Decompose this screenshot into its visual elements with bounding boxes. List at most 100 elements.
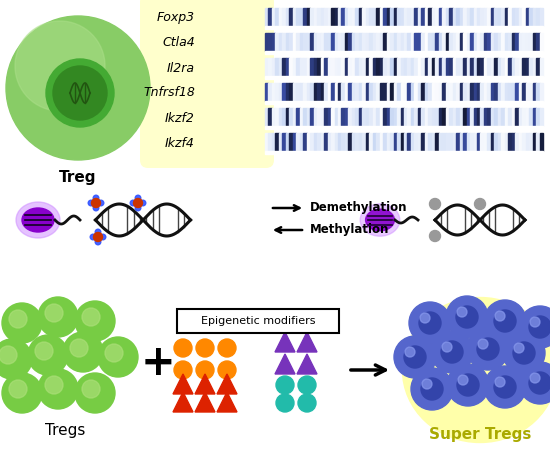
Bar xyxy=(512,108,515,126)
Bar xyxy=(268,8,272,26)
Bar xyxy=(359,33,362,51)
Bar xyxy=(522,33,526,51)
Bar xyxy=(491,83,494,101)
Bar xyxy=(355,58,359,76)
Bar xyxy=(481,83,484,101)
Bar xyxy=(519,58,522,76)
Bar xyxy=(418,33,421,51)
Bar xyxy=(272,133,276,151)
Bar xyxy=(387,8,390,26)
Bar xyxy=(324,58,328,76)
Bar xyxy=(484,133,487,151)
Bar xyxy=(265,101,543,104)
Text: Super Tregs: Super Tregs xyxy=(429,427,531,442)
Bar xyxy=(321,133,324,151)
Bar xyxy=(508,108,512,126)
Bar xyxy=(307,133,310,151)
Bar xyxy=(498,33,501,51)
Polygon shape xyxy=(173,374,193,394)
Bar xyxy=(491,8,494,26)
Bar xyxy=(352,33,355,51)
Bar xyxy=(442,33,446,51)
Bar xyxy=(338,108,342,126)
Bar xyxy=(463,33,466,51)
Bar xyxy=(286,133,289,151)
Bar xyxy=(342,8,345,26)
Bar xyxy=(362,8,366,26)
Bar xyxy=(428,133,432,151)
Bar xyxy=(466,108,470,126)
Bar xyxy=(522,8,526,26)
Bar xyxy=(470,83,474,101)
Bar xyxy=(435,33,439,51)
Circle shape xyxy=(298,376,316,394)
Bar xyxy=(498,83,501,101)
Bar xyxy=(481,133,484,151)
Bar xyxy=(519,33,522,51)
Bar xyxy=(425,58,428,76)
Bar xyxy=(376,33,380,51)
Bar xyxy=(321,83,324,101)
Bar xyxy=(456,8,460,26)
Bar xyxy=(310,8,314,26)
Bar xyxy=(345,58,348,76)
Bar xyxy=(328,108,331,126)
Bar xyxy=(289,33,293,51)
Polygon shape xyxy=(195,392,215,412)
Bar xyxy=(338,133,342,151)
Bar xyxy=(376,83,380,101)
Bar xyxy=(428,83,432,101)
Bar xyxy=(515,8,519,26)
Bar xyxy=(348,108,352,126)
Bar xyxy=(303,8,307,26)
Bar xyxy=(279,33,282,51)
Bar xyxy=(526,133,529,151)
Bar xyxy=(404,83,408,101)
Circle shape xyxy=(196,361,214,379)
Bar xyxy=(463,133,466,151)
Bar xyxy=(390,58,394,76)
Bar xyxy=(296,108,300,126)
Bar xyxy=(352,8,355,26)
Bar xyxy=(366,108,369,126)
Bar xyxy=(324,8,328,26)
Bar xyxy=(310,83,314,101)
Polygon shape xyxy=(275,354,295,374)
Bar xyxy=(383,83,387,101)
Bar xyxy=(317,83,321,101)
Bar xyxy=(474,133,477,151)
Bar xyxy=(439,33,442,51)
Circle shape xyxy=(70,339,88,357)
Bar xyxy=(536,8,540,26)
Bar xyxy=(404,8,408,26)
Circle shape xyxy=(2,373,42,413)
Circle shape xyxy=(529,372,550,394)
Circle shape xyxy=(218,339,236,357)
Bar xyxy=(379,8,383,26)
Bar xyxy=(265,8,268,26)
Bar xyxy=(501,8,505,26)
FancyBboxPatch shape xyxy=(140,0,274,168)
Bar xyxy=(265,108,268,126)
Text: Demethylation: Demethylation xyxy=(310,201,408,213)
Bar xyxy=(474,108,477,126)
Bar xyxy=(498,108,501,126)
Bar xyxy=(362,133,366,151)
Bar xyxy=(331,58,334,76)
Bar xyxy=(268,133,272,151)
Bar xyxy=(293,133,296,151)
Bar xyxy=(265,33,268,51)
Bar xyxy=(355,33,359,51)
Bar xyxy=(394,133,397,151)
Bar xyxy=(268,33,272,51)
Bar xyxy=(348,83,352,101)
Bar xyxy=(432,83,435,101)
Bar xyxy=(300,8,303,26)
Bar xyxy=(463,83,466,101)
Bar xyxy=(477,133,481,151)
Bar xyxy=(383,58,387,76)
Bar xyxy=(289,8,293,26)
Circle shape xyxy=(457,374,479,396)
Bar xyxy=(369,33,373,51)
Bar xyxy=(397,133,400,151)
